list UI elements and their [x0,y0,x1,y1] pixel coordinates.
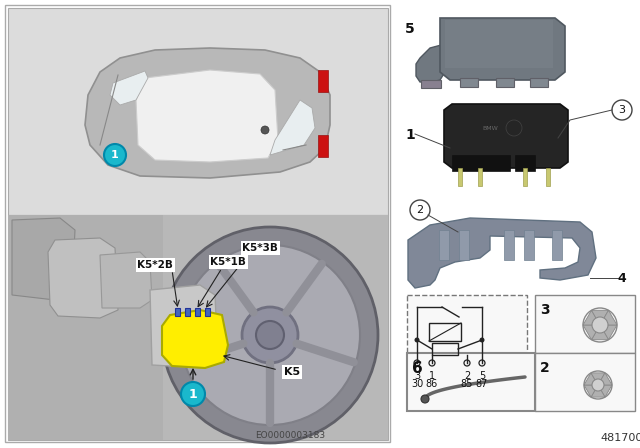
Circle shape [592,379,604,391]
Bar [8,215,163,440]
Text: 87: 87 [476,379,488,389]
Bar [496,78,514,87]
Text: 481700: 481700 [601,433,640,443]
Polygon shape [48,238,118,318]
Text: 4: 4 [618,271,627,284]
Bar [552,230,562,260]
Polygon shape [110,71,148,105]
Polygon shape [583,325,600,340]
Bar [429,323,461,341]
Polygon shape [408,218,596,288]
Bar [535,353,635,411]
Bar [460,78,478,87]
Circle shape [479,337,484,343]
Bar [504,230,514,260]
Circle shape [104,144,126,166]
Polygon shape [600,310,617,325]
Text: 2: 2 [464,371,470,381]
Bar [318,70,328,92]
Text: 3: 3 [540,303,550,317]
Text: 5: 5 [479,371,485,381]
Bar [8,8,388,215]
Polygon shape [440,18,565,80]
Polygon shape [584,385,598,397]
Bar [5,5,390,442]
Polygon shape [600,325,617,340]
Bar [8,215,388,440]
Text: 1: 1 [429,371,435,381]
Text: 86: 86 [426,379,438,389]
Bar [205,308,210,316]
Text: 1: 1 [111,150,119,160]
Text: 2: 2 [417,205,424,215]
Text: 6: 6 [412,361,423,376]
Polygon shape [150,285,218,368]
Polygon shape [583,310,600,325]
Bar [459,230,469,260]
Text: K5: K5 [284,367,300,377]
Polygon shape [598,385,612,397]
Bar [407,353,535,411]
Circle shape [162,227,378,443]
Bar [421,80,441,88]
Bar [530,78,548,87]
Bar [546,168,550,186]
Circle shape [592,317,608,333]
Bar [458,168,462,186]
Bar [318,135,328,157]
Bar [445,20,553,68]
Bar [515,155,535,171]
Polygon shape [591,325,609,340]
Text: K5*3B: K5*3B [242,243,278,253]
Text: 85: 85 [461,379,473,389]
Bar [523,168,527,186]
Polygon shape [591,373,605,385]
Text: 3: 3 [414,371,420,381]
Polygon shape [591,310,609,325]
Circle shape [421,395,429,403]
Text: BMW: BMW [482,125,498,130]
Text: 5: 5 [405,22,415,36]
Circle shape [261,126,269,134]
Polygon shape [598,373,612,385]
Polygon shape [85,48,330,178]
Polygon shape [100,252,152,308]
Text: 2: 2 [540,361,550,375]
Bar [8,215,388,440]
Circle shape [181,382,205,406]
Polygon shape [444,104,568,168]
Circle shape [415,337,419,343]
Circle shape [242,307,298,363]
Text: K5*1B: K5*1B [210,257,246,267]
Polygon shape [136,70,278,162]
Text: 3: 3 [618,105,625,115]
Bar [395,5,635,442]
Circle shape [180,245,360,425]
Bar [524,230,534,260]
Polygon shape [416,44,445,82]
Bar [185,308,190,316]
Bar [432,343,458,355]
Text: 1: 1 [405,128,415,142]
Polygon shape [591,385,605,397]
Text: 1: 1 [189,388,197,401]
Polygon shape [270,100,315,155]
Bar [452,155,510,171]
Text: K5*2B: K5*2B [137,260,173,270]
Bar [175,308,180,316]
Polygon shape [162,310,228,368]
Polygon shape [12,218,75,300]
Bar [195,308,200,316]
Bar [535,295,635,353]
Bar [439,230,449,260]
Circle shape [256,321,284,349]
Text: 30: 30 [411,379,423,389]
Text: EO0000003183: EO0000003183 [255,431,325,440]
Polygon shape [584,373,598,385]
Bar [478,168,482,186]
Bar [407,295,527,373]
